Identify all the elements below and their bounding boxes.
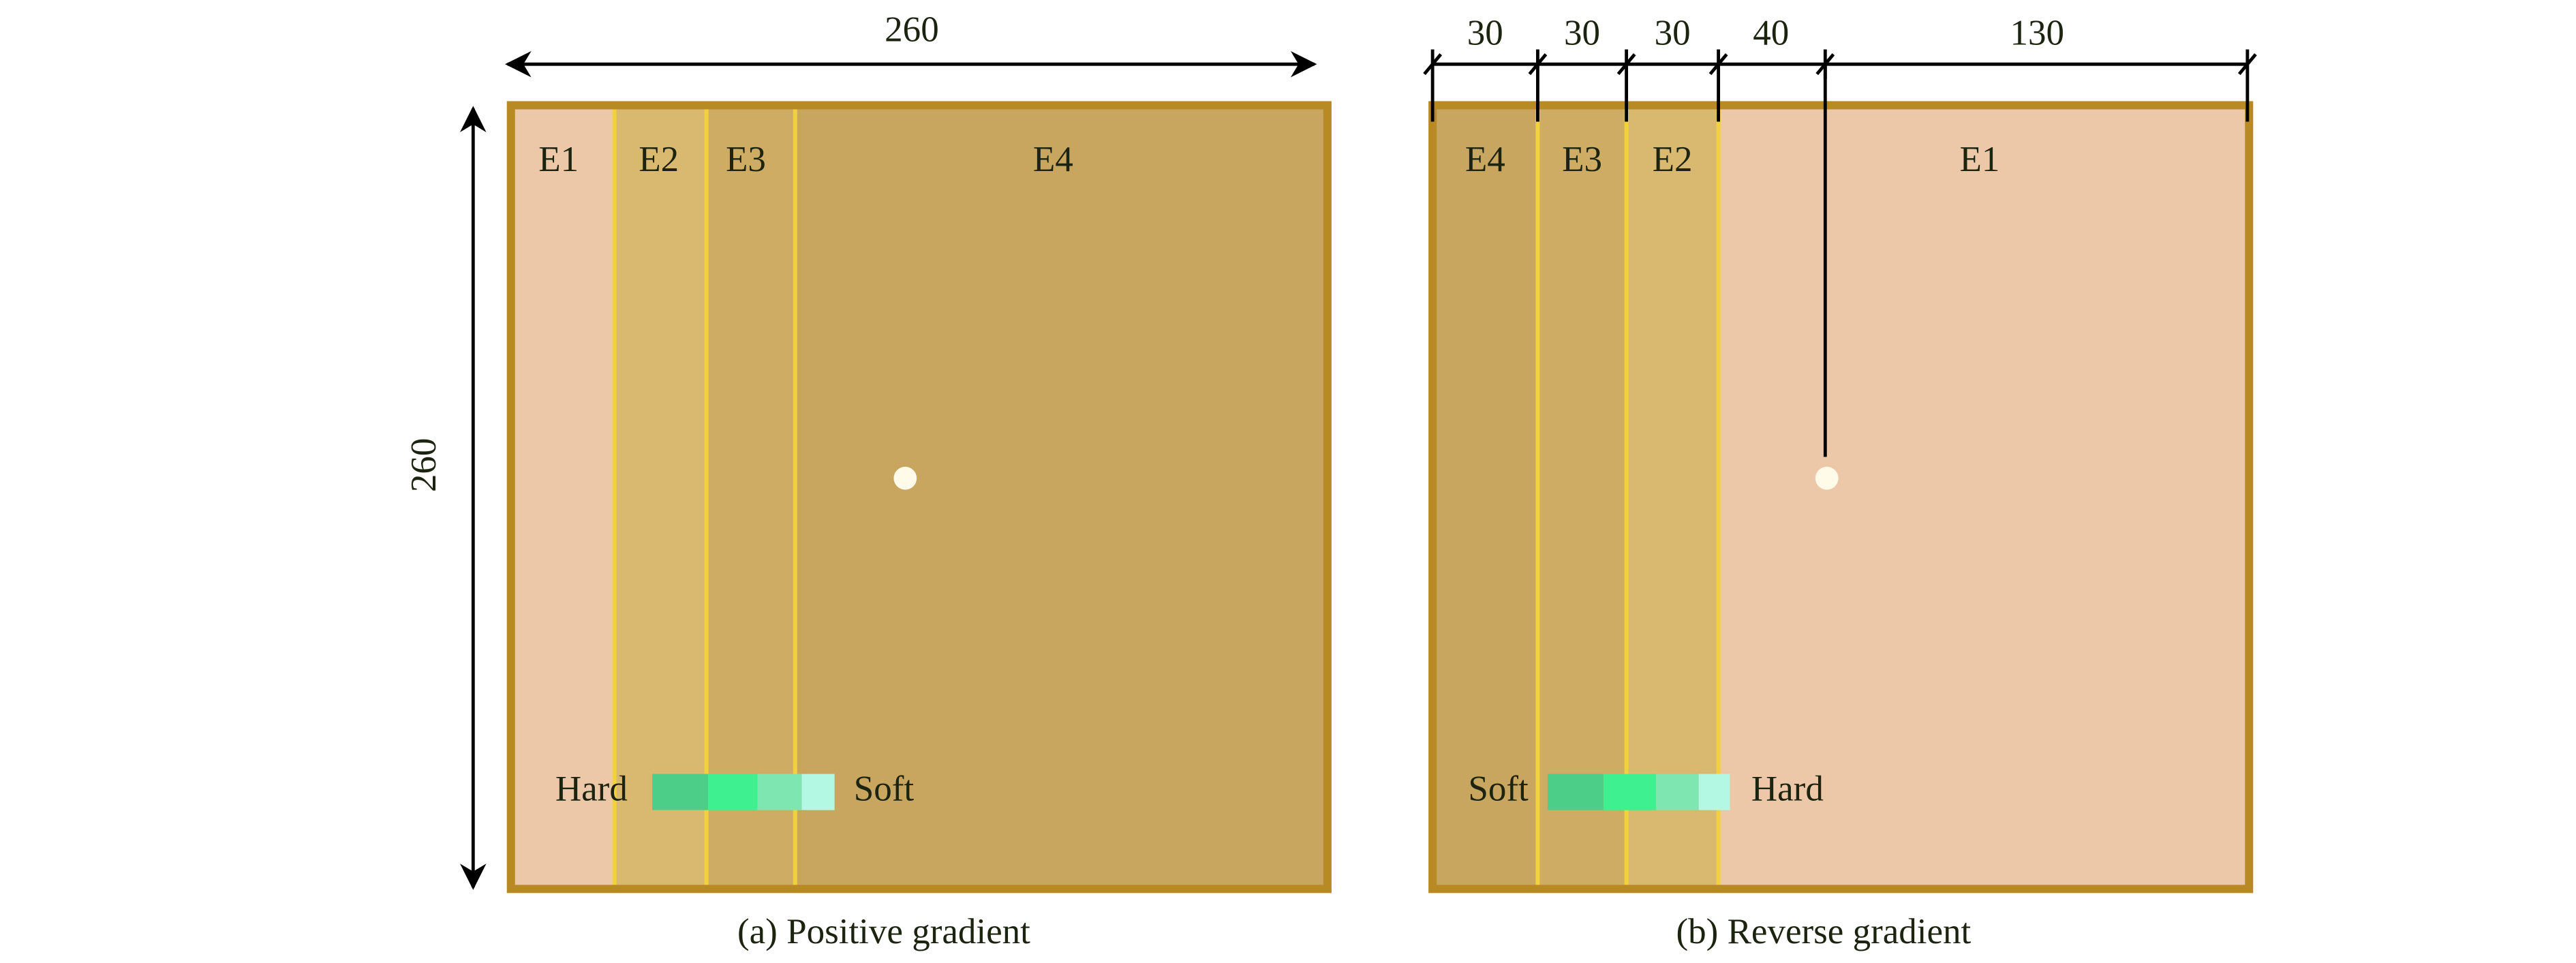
gradient-bar (652, 774, 835, 810)
region-e4 (1432, 105, 1538, 889)
dimension-label: 260 (404, 438, 444, 493)
panel-b: E4 E3 E2 E1 30 30 30 40 130 (1423, 13, 2257, 951)
legend-label: Soft (1468, 769, 1529, 808)
dimension-label: 260 (885, 10, 939, 50)
region-e3 (706, 105, 795, 889)
dimension-label: 30 (1467, 13, 1503, 52)
region-label: E2 (1653, 140, 1693, 179)
region-label: E3 (1562, 140, 1602, 179)
region-label: E4 (1033, 140, 1073, 179)
region-e2 (614, 105, 707, 889)
region-e1 (510, 105, 615, 889)
plate-border (506, 101, 1332, 893)
dimension-label: 40 (1753, 13, 1789, 52)
caption: (a) Positive gradient (737, 912, 1030, 951)
dimension-label: 30 (1655, 13, 1691, 52)
legend-label: Hard (1751, 769, 1824, 808)
dimension-line (1423, 49, 2257, 122)
legend-label: Hard (555, 769, 628, 808)
dimension-label: 130 (2010, 13, 2065, 52)
region-label: E3 (726, 140, 766, 179)
dimension-label: 30 (1564, 13, 1600, 52)
hole (1815, 466, 1839, 490)
region-e3 (1537, 105, 1627, 889)
plate-border (1428, 101, 2254, 893)
region-label: E1 (1959, 140, 1999, 179)
legend-label: Soft (854, 769, 915, 808)
caption: (b) Reverse gradient (1676, 912, 1972, 951)
gradient-bar (1547, 774, 1730, 810)
region-label: E1 (538, 140, 579, 179)
hole (893, 466, 917, 490)
region-label: E2 (639, 140, 679, 179)
region-e2 (1626, 105, 1719, 889)
panel-a: E1 E2 E3 E4 260 260 Hard Soft (a) Positi… (404, 10, 1332, 951)
region-e4 (795, 105, 1328, 889)
region-label: E4 (1465, 140, 1505, 179)
region-e1 (1718, 105, 2250, 889)
